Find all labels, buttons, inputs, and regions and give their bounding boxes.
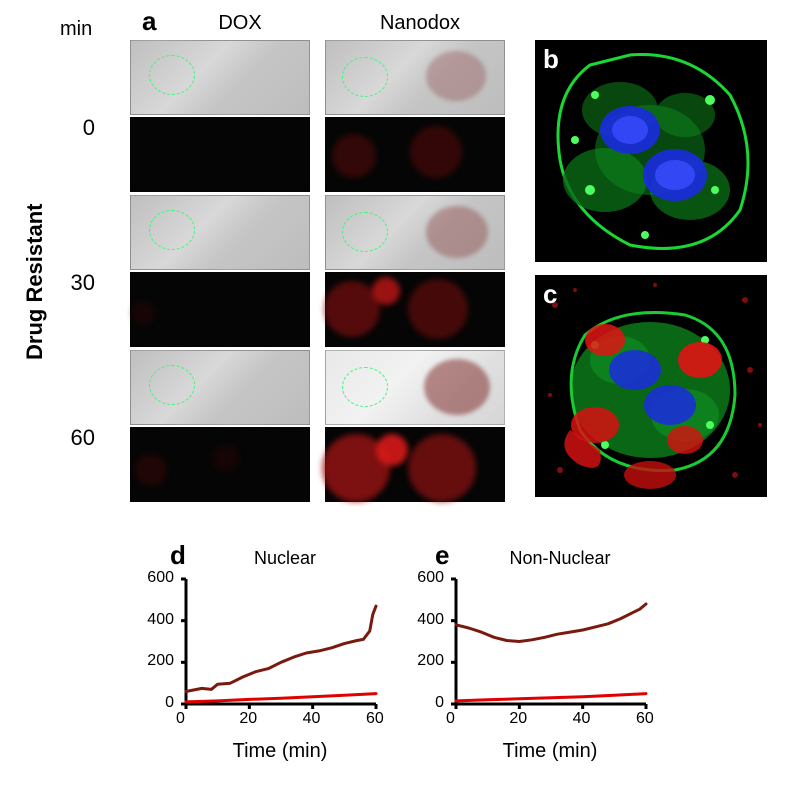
x-tick-label: 40 [303,710,321,728]
confocal-c: c [535,275,767,497]
y-tick-label: 400 [138,611,174,629]
panel-e-label: e [435,540,449,571]
panel-d-label: d [170,540,186,571]
x-tick-label: 60 [636,710,654,728]
row-30: 30 [50,270,95,296]
chart-e [450,575,650,710]
chart-e-title: Non-Nuclear [480,548,640,569]
nucleus-roi-icon [149,55,195,95]
nucleus-roi-icon [149,365,195,405]
col-header-dox: DOX [190,12,290,35]
panel-c-label: c [543,279,557,310]
dic-overlay-blob [426,206,488,258]
y-tick-label: 0 [408,694,444,712]
dic-nanodox-0 [325,40,505,115]
dic-overlay-blob [426,51,486,101]
y-tick-label: 600 [408,569,444,587]
side-label: Drug Resistant [22,204,48,360]
x-tick-label: 20 [239,710,257,728]
dic-nanodox-60 [325,350,505,425]
panel-b-label: b [543,44,559,75]
dic-dox-30 [130,195,310,270]
nucleus-roi-icon [342,212,388,252]
dic-dox-0 [130,40,310,115]
fl-dox-60 [130,427,310,502]
fl-dox-30 [130,272,310,347]
dic-overlay-blob [424,359,490,415]
y-tick-label: 200 [138,652,174,670]
chart-d-svg [180,575,380,710]
x-tick-label: 40 [573,710,591,728]
fl-dox-0 [130,117,310,192]
x-axis-title-e: Time (min) [470,740,630,763]
fl-nanodox-60 [325,427,505,502]
confocal-b-svg [535,40,767,262]
chart-e-svg [450,575,650,710]
nucleus-roi-icon [342,57,388,97]
chart-d-title: Nuclear [225,548,345,569]
confocal-c-svg [535,275,767,497]
fl-nanodox-0 [325,117,505,192]
nucleus-roi-icon [149,210,195,250]
col-header-nanodox: Nanodox [360,12,480,35]
chart-d [180,575,380,710]
y-tick-label: 400 [408,611,444,629]
y-tick-label: 0 [138,694,174,712]
panel-a-label: a [142,6,156,37]
fl-nanodox-30 [325,272,505,347]
dic-nanodox-30 [325,195,505,270]
nucleus-roi-icon [342,367,388,407]
x-tick-label: 0 [446,710,455,728]
y-tick-label: 200 [408,652,444,670]
x-tick-label: 20 [509,710,527,728]
row-0: 0 [50,115,95,141]
x-tick-label: 0 [176,710,185,728]
x-tick-label: 60 [366,710,384,728]
row-60: 60 [50,425,95,451]
min-label: min [60,18,92,41]
dic-dox-60 [130,350,310,425]
x-axis-title-d: Time (min) [200,740,360,763]
y-tick-label: 600 [138,569,174,587]
figure-root: a min DOX Nanodox Drug Resistant 0 30 60 [0,0,800,791]
confocal-b: b [535,40,767,262]
